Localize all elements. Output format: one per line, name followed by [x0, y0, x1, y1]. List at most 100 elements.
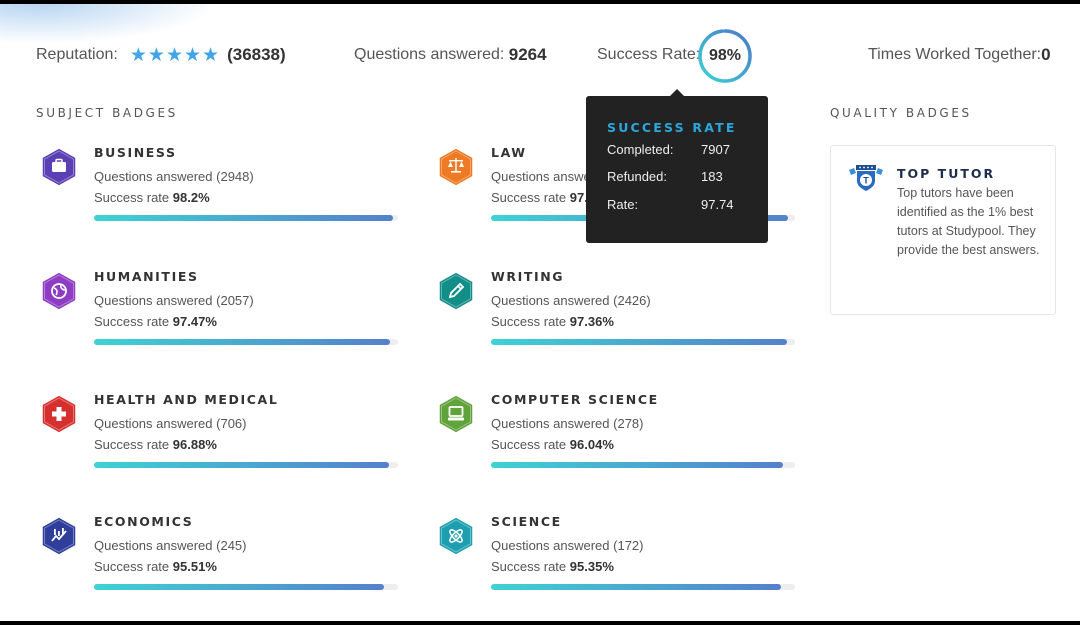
medical-cross-icon [40, 394, 78, 434]
badge-questions: Questions answered (2426) [491, 293, 651, 308]
badge-title-economics: ECONOMICS [94, 514, 194, 529]
tooltip-value: 183 [701, 169, 723, 184]
badge-title-science: SCIENCE [491, 514, 562, 529]
questions-answered-stat: Questions answered: 9264 [354, 40, 547, 70]
globe-icon [40, 271, 78, 311]
success-rate-value: 98% [708, 47, 742, 64]
star-icon: ★ [183, 44, 202, 66]
profile-stats-panel: Reputation: ★ ★ ★ ★ ★ (36838) Questions … [0, 4, 1080, 621]
quality-badges-title: QUALITY BADGES [830, 106, 972, 120]
questions-label: Questions answered [491, 416, 610, 431]
success-rate-label: Success rate [94, 314, 170, 329]
success-rate-ring[interactable] [696, 27, 754, 85]
badge-questions: Questions answered (706) [94, 416, 247, 431]
success-rate-bar [94, 584, 398, 590]
questions-label: Questions answered [94, 416, 213, 431]
badge-success-rate: Success rate 95.51% [94, 559, 217, 574]
star-icon: ★ [202, 44, 220, 66]
times-worked-stat: Times Worked Together: 0 [868, 40, 1051, 70]
badge-title-health-and-medical: HEALTH AND MEDICAL [94, 392, 279, 407]
success-rate-bar-fill [94, 462, 389, 468]
success-rate-value: 97.47% [172, 314, 217, 329]
questions-label: Questions answered [491, 169, 610, 184]
success-rate-bar-fill [94, 215, 393, 221]
quality-badge-description: Top tutors have been identified as the 1… [897, 186, 1040, 257]
badge-success-rate: Success rate 97.36% [491, 314, 614, 329]
computer-icon [437, 394, 475, 434]
badge-success-rate: Success rate 96.88% [94, 437, 217, 452]
worked-label: Times Worked Together: [868, 46, 1042, 63]
reputation-label: Reputation: [36, 46, 118, 63]
questions-value: 9264 [508, 45, 547, 64]
tooltip-title: SUCCESS RATE [607, 120, 737, 135]
reputation-stat: Reputation: ★ ★ ★ ★ ★ (36838) [36, 40, 286, 70]
questions-count: (2057) [216, 293, 254, 308]
star-icon: ★ [165, 44, 183, 66]
atom-icon [437, 516, 475, 556]
subject-badge: BUSINESS Questions answered (2948) Succe… [40, 145, 398, 245]
success-label: Success Rate: [597, 46, 701, 63]
badge-success-rate: Success rate 95.35% [491, 559, 614, 574]
decorative-glow [0, 4, 220, 44]
star-icon: ★ [147, 44, 165, 66]
success-rate-label: Success rate [491, 314, 567, 329]
quality-badge-title: TOP TUTOR [897, 166, 996, 181]
star-icon: ★ [129, 44, 147, 66]
success-rate-bar-fill [491, 339, 788, 345]
questions-label: Questions answered: [354, 46, 505, 63]
success-rate-label: Success rate [94, 559, 170, 574]
questions-count: (245) [216, 538, 247, 553]
scales-icon [437, 147, 475, 187]
tooltip-row-refunded: Refunded: 183 [607, 169, 757, 184]
success-rate-bar-fill [491, 462, 783, 468]
tooltip-value: 97.74 [701, 197, 734, 212]
tooltip-label: Refunded: [607, 169, 667, 184]
questions-count: (2948) [216, 169, 254, 184]
badge-title-humanities: HUMANITIES [94, 269, 199, 284]
success-rate-bar-fill [94, 584, 385, 590]
questions-count: (278) [613, 416, 644, 431]
badge-title-writing: WRITING [491, 269, 565, 284]
success-rate-value: 97.36% [569, 314, 614, 329]
success-rate-value: 95.51% [172, 559, 217, 574]
svg-text:T: T [863, 176, 869, 186]
success-rate-label: Success rate [94, 437, 170, 452]
success-rate-value: 96.04% [569, 437, 614, 452]
shield-t-icon: T [849, 165, 883, 191]
questions-count: (2426) [613, 293, 651, 308]
success-rate-label: Success rate [94, 190, 170, 205]
subject-badge: ECONOMICS Questions answered (245) Succe… [40, 514, 398, 614]
badge-success-rate: Success rate 96.04% [491, 437, 614, 452]
chart-icon [40, 516, 78, 556]
success-rate-bar-fill [491, 584, 782, 590]
questions-label: Questions answered [491, 538, 610, 553]
success-rate-tooltip: SUCCESS RATE Completed: 7907 Refunded: 1… [586, 89, 768, 243]
tooltip-label: Completed: [607, 142, 674, 157]
questions-count: (706) [216, 416, 247, 431]
badge-success-rate: Success rate 98.2% [94, 190, 210, 205]
success-rate-label: Success rate [491, 559, 567, 574]
badge-title-business: BUSINESS [94, 145, 177, 160]
badge-title-law: LAW [491, 145, 527, 160]
success-rate-bar [491, 462, 795, 468]
badge-success-rate: Success rate 97.47% [94, 314, 217, 329]
questions-count: (172) [613, 538, 644, 553]
badge-title-computer-science: COMPUTER SCIENCE [491, 392, 659, 407]
badge-questions: Questions answered (278) [491, 416, 644, 431]
success-rate-value: 95.35% [569, 559, 614, 574]
success-rate-value: 96.88% [172, 437, 217, 452]
tooltip-row-rate: Rate: 97.74 [607, 197, 757, 212]
questions-label: Questions answered [491, 293, 610, 308]
success-rate-bar [94, 462, 398, 468]
subject-badges-title: SUBJECT BADGES [36, 106, 178, 120]
badge-questions: Questions answered (245) [94, 538, 247, 553]
subject-badge: HEALTH AND MEDICAL Questions answered (7… [40, 392, 398, 492]
questions-label: Questions answered [94, 293, 213, 308]
top-tutor-badge-card: T TOP TUTOR Top tutors have been identif… [830, 145, 1056, 315]
tooltip-label: Rate: [607, 197, 639, 212]
badge-questions: Questions answered (2948) [94, 169, 254, 184]
success-rate-value: 98.2% [172, 190, 210, 205]
briefcase-icon [40, 147, 78, 187]
rating-count: (36838) [227, 45, 286, 64]
success-rate-stat: Success Rate: [597, 40, 700, 70]
